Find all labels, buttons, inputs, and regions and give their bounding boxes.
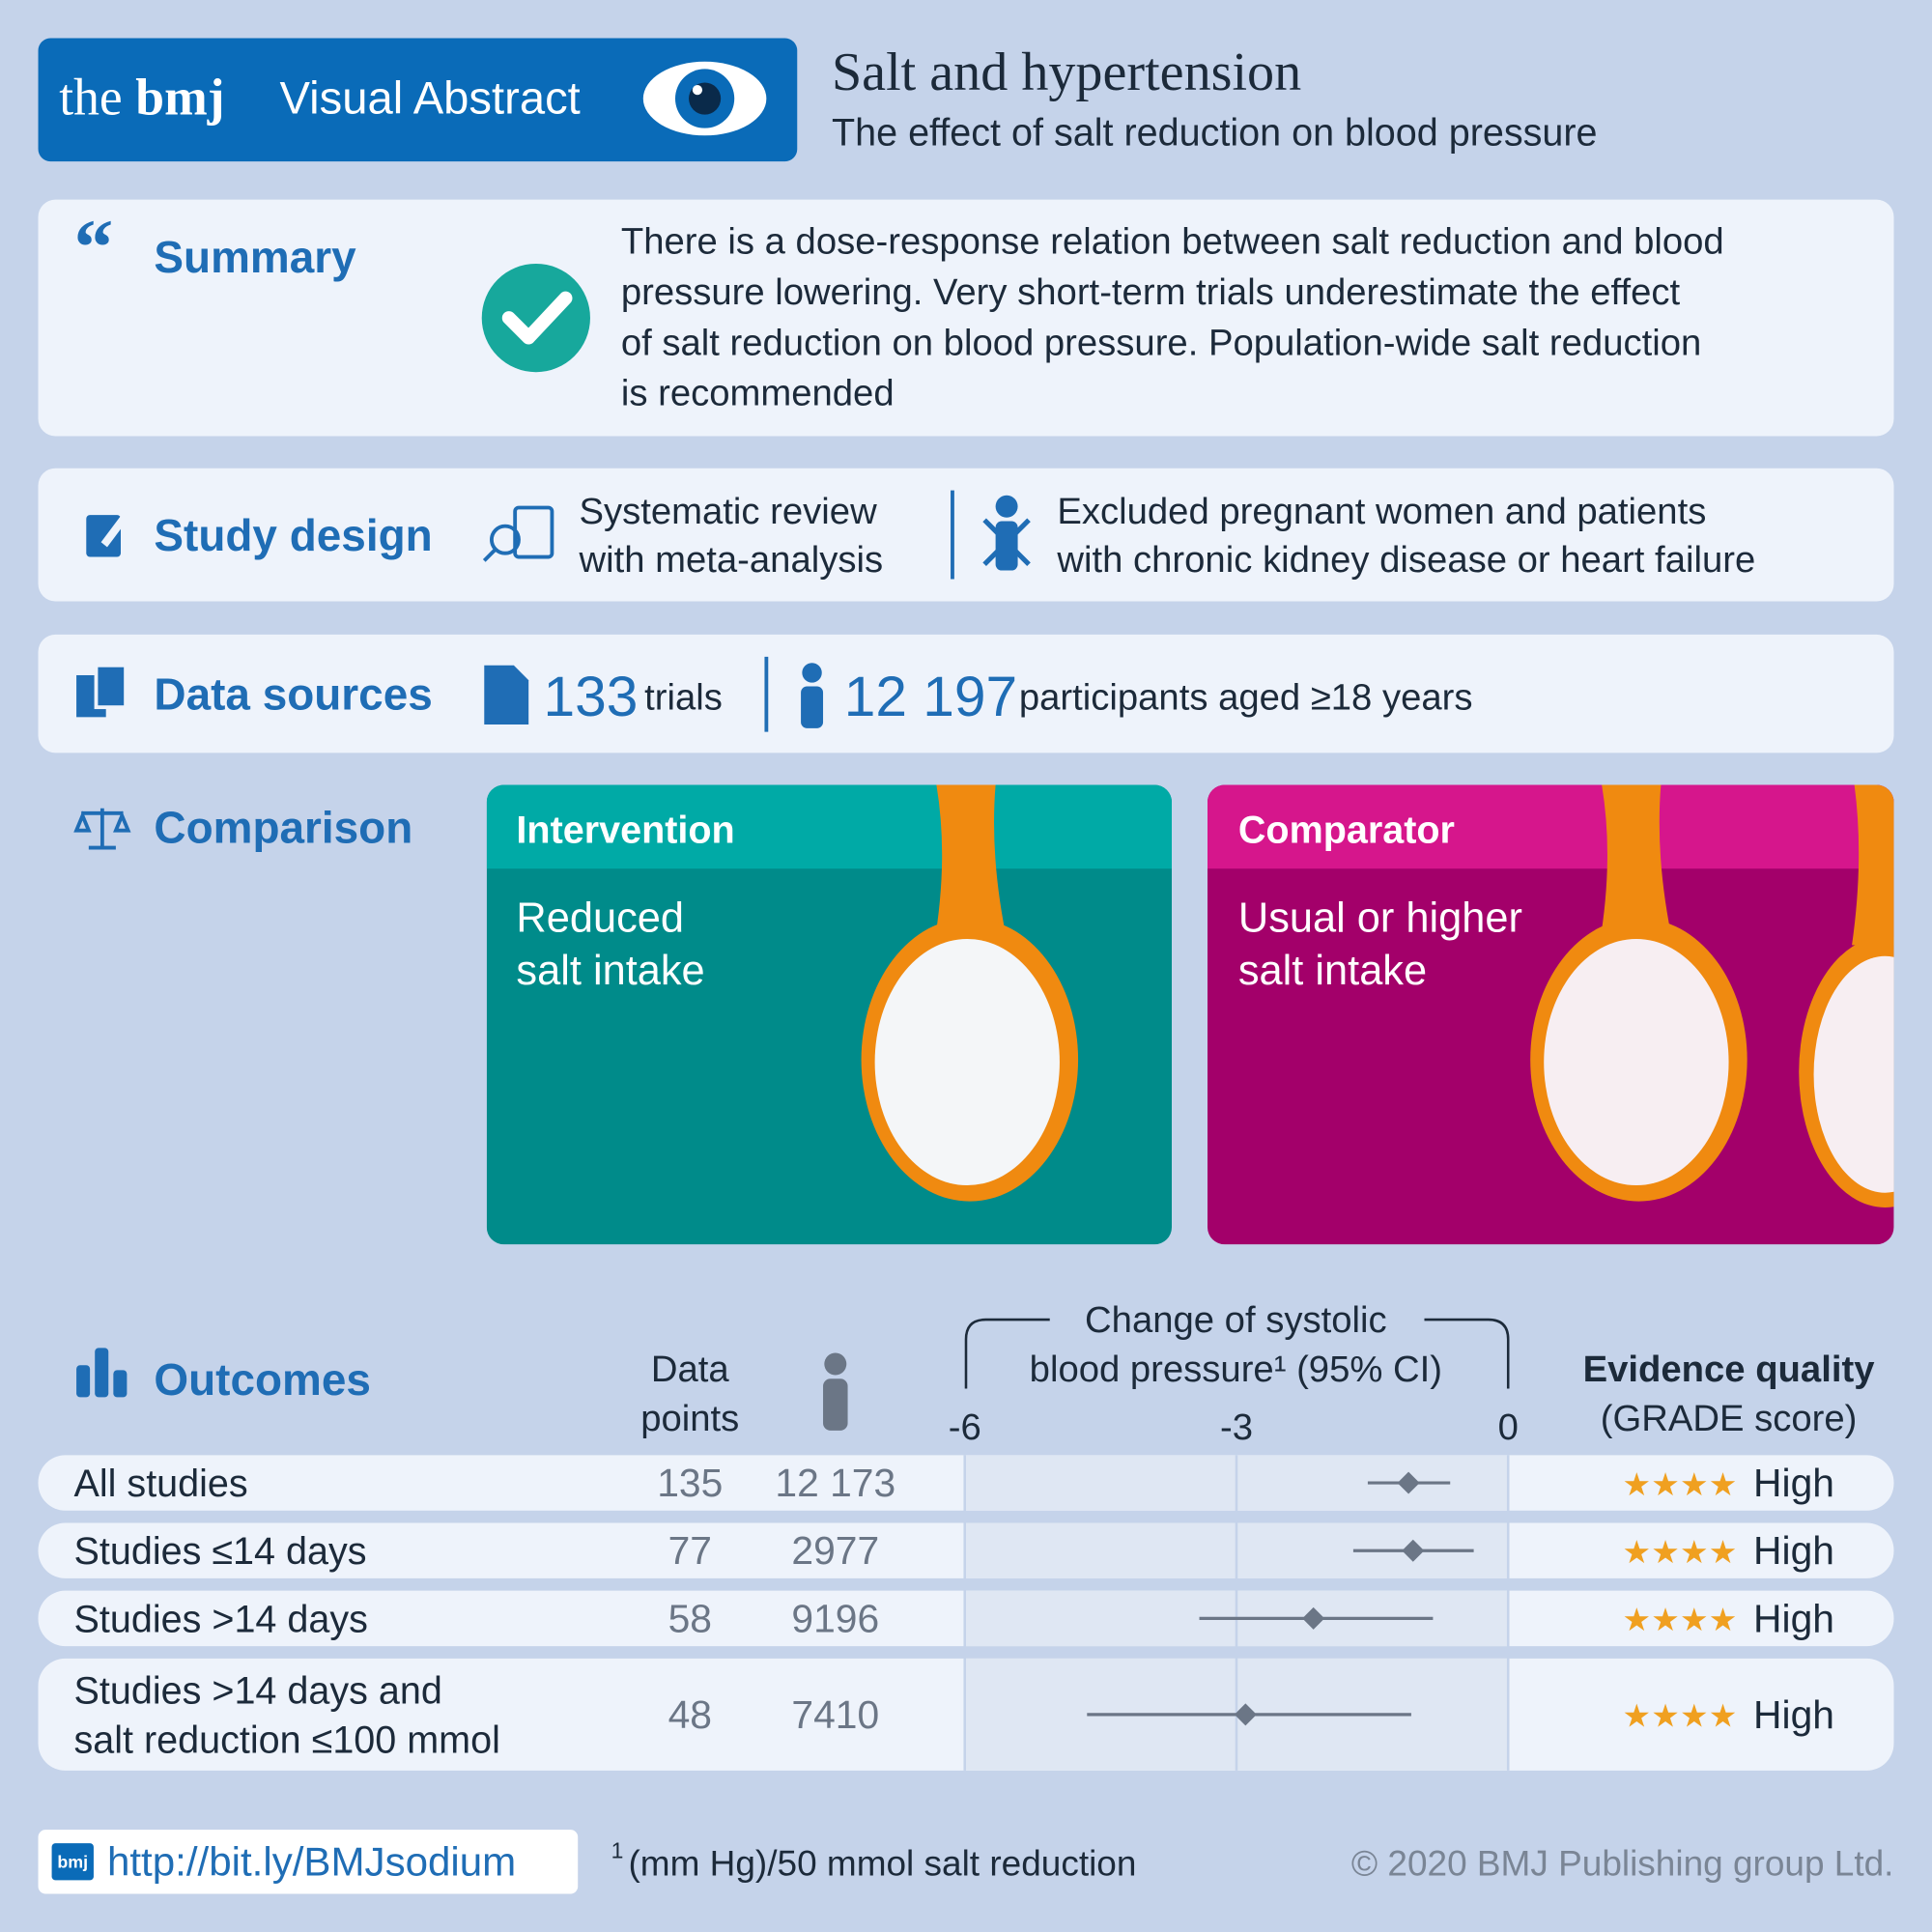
study-design-text: Excluded pregnant women and patients [1057, 491, 1706, 532]
evidence-heading: Evidence quality [1583, 1349, 1876, 1390]
document-icon [484, 665, 529, 724]
stars: ★★★★ [1623, 1467, 1738, 1503]
outcomes-heading: Outcomes [154, 1354, 371, 1405]
bmj-logo-box [51, 1843, 94, 1881]
data-points: 77 [668, 1528, 712, 1573]
documents-icon [76, 663, 128, 718]
bmj-logo: bmj [57, 1853, 88, 1872]
data-points-heading: Data [651, 1349, 730, 1390]
data-points: 48 [668, 1692, 712, 1737]
comparator-card [1208, 784, 1894, 1245]
copyright: © 2020 BMJ Publishing group Ltd. [1351, 1843, 1894, 1883]
comparator-label: Comparator [1238, 809, 1455, 851]
summary-panel [38, 199, 1894, 437]
summary-text: is recommended [621, 373, 895, 414]
participants: 12 173 [775, 1461, 895, 1505]
data-points: 58 [668, 1596, 712, 1640]
brand-the: the [59, 69, 122, 127]
brand-label: Visual Abstract [280, 72, 581, 124]
bar-icon [76, 1348, 128, 1398]
quote-icon: “ [74, 203, 114, 291]
comparison-heading: Comparison [154, 802, 412, 852]
footnote: (mm Hg)/50 mmol salt reduction [629, 1843, 1137, 1883]
brand-bmj: bmj [135, 69, 224, 127]
grade: High [1753, 1596, 1834, 1640]
participants: 9196 [791, 1596, 879, 1640]
scales-icon [73, 808, 131, 850]
plot-title: blood pressure¹ (95% CI) [1030, 1349, 1442, 1390]
data-points-heading: points [640, 1398, 739, 1439]
comparator-text: Usual or higher [1238, 895, 1522, 941]
intervention-text: Reduced [516, 895, 684, 941]
review-icon [482, 505, 554, 562]
study-design-panel [38, 468, 1894, 602]
participants-icon [823, 1352, 848, 1431]
summary-heading: Summary [154, 232, 356, 282]
url-box [38, 1830, 579, 1894]
row-label: All studies [74, 1463, 248, 1505]
stars: ★★★★ [1623, 1603, 1738, 1638]
comparator-text: salt intake [1238, 948, 1427, 994]
participants: 2977 [791, 1528, 879, 1573]
x-tick-label: 0 [1498, 1406, 1519, 1448]
row-label: Studies >14 days [74, 1598, 368, 1640]
stars: ★★★★ [1623, 1699, 1738, 1735]
subtitle: The effect of salt reduction on blood pr… [832, 112, 1598, 155]
data-points: 135 [657, 1461, 723, 1505]
trials-label: trials [644, 677, 723, 719]
eye-icon [642, 61, 767, 136]
evidence-subheading: (GRADE score) [1601, 1398, 1858, 1439]
title: Salt and hypertension [832, 43, 1301, 102]
plot-bracket [964, 1318, 1510, 1389]
row-label: salt reduction ≤100 mmol [74, 1719, 500, 1761]
grade: High [1753, 1692, 1834, 1737]
grade: High [1753, 1528, 1834, 1573]
participants-label: participants aged ≥18 years [1019, 677, 1473, 719]
stars: ★★★★ [1623, 1535, 1738, 1571]
person-icon [801, 663, 824, 728]
check-icon [481, 263, 590, 373]
row-label: Studies ≤14 days [74, 1530, 367, 1573]
summary-text: There is a dose-response relation betwee… [621, 221, 1724, 263]
outcome-rows: All studies 135 12 173 ★★★★ High Studies ≤14 … [38, 1455, 1894, 1771]
study-design-text: with chronic kidney disease or heart fai… [1056, 539, 1755, 581]
participants-count: 12 197 [844, 666, 1017, 728]
data-sources-heading: Data sources [154, 669, 432, 720]
participants: 7410 [791, 1692, 879, 1737]
plot-title: Change of systolic [1085, 1299, 1387, 1341]
study-design-text: with meta-analysis [578, 539, 883, 581]
excluded-icon [982, 495, 1031, 571]
x-tick-label: -6 [949, 1406, 981, 1448]
pencil-icon [86, 512, 129, 557]
brand-box [38, 38, 798, 162]
intervention-label: Intervention [516, 809, 734, 851]
x-tick-label: -3 [1220, 1406, 1253, 1448]
row-label: Studies >14 days and [74, 1669, 442, 1712]
grade: High [1753, 1461, 1834, 1505]
study-design-heading: Study design [154, 510, 432, 560]
intervention-text: salt intake [516, 948, 704, 994]
intervention-card [486, 784, 1173, 1245]
trials-count: 133 [544, 666, 639, 728]
study-design-text: Systematic review [579, 491, 877, 532]
footnote-marker: 1 [611, 1837, 624, 1862]
summary-text: pressure lowering. Very short-term trial… [621, 271, 1681, 313]
url[interactable]: http://bit.ly/BMJsodium [107, 1838, 516, 1884]
summary-text: of salt reduction on blood pressure. Pop… [621, 322, 1701, 363]
